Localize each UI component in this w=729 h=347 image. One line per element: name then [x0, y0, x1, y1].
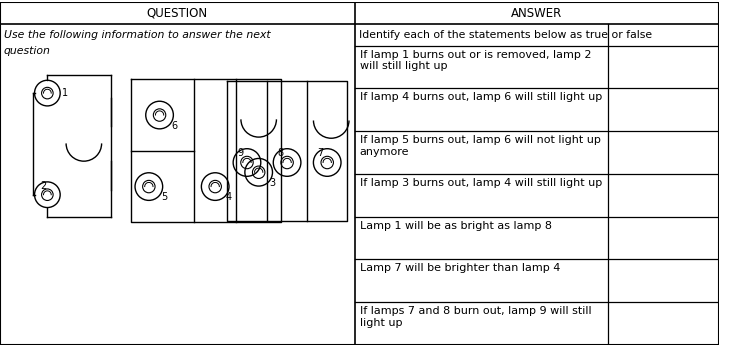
- Text: ANSWER: ANSWER: [511, 7, 563, 20]
- Text: Lamp 7 will be brighter than lamp 4: Lamp 7 will be brighter than lamp 4: [359, 263, 560, 273]
- Text: 3: 3: [270, 178, 276, 188]
- Text: If lamp 5 burns out, lamp 6 will not light up
anymore: If lamp 5 burns out, lamp 6 will not lig…: [359, 135, 601, 157]
- Text: Use the following information to answer the next: Use the following information to answer …: [4, 30, 270, 40]
- Text: Lamp 1 will be as bright as lamp 8: Lamp 1 will be as bright as lamp 8: [359, 220, 552, 230]
- Text: If lamp 1 burns out or is removed, lamp 2
will still light up: If lamp 1 burns out or is removed, lamp …: [359, 50, 591, 71]
- Text: 6: 6: [171, 121, 178, 131]
- Text: 7: 7: [317, 148, 324, 158]
- Text: 9: 9: [237, 148, 243, 158]
- Text: Identify each of the statements below as true or false: Identify each of the statements below as…: [359, 30, 652, 40]
- Text: question: question: [4, 46, 51, 56]
- Text: QUESTION: QUESTION: [147, 7, 208, 20]
- Text: 5: 5: [160, 192, 167, 202]
- Text: 8: 8: [277, 148, 284, 158]
- Text: 2: 2: [40, 181, 47, 191]
- Text: 1: 1: [62, 88, 69, 98]
- Text: If lamp 3 burns out, lamp 4 will still light up: If lamp 3 burns out, lamp 4 will still l…: [359, 178, 601, 188]
- Text: If lamp 4 burns out, lamp 6 will still light up: If lamp 4 burns out, lamp 6 will still l…: [359, 92, 601, 102]
- Text: 4: 4: [226, 192, 232, 202]
- Text: If lamps 7 and 8 burn out, lamp 9 will still
light up: If lamps 7 and 8 burn out, lamp 9 will s…: [359, 306, 591, 328]
